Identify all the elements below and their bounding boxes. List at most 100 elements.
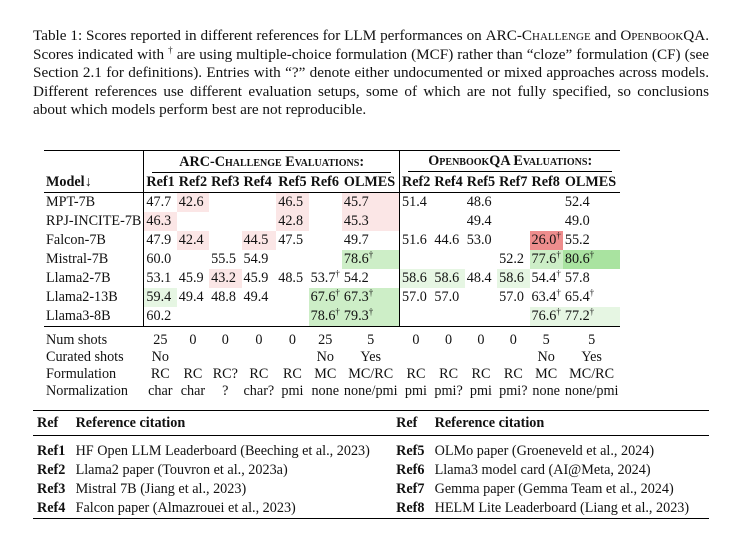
model-name: Mistral-7B [46, 251, 109, 267]
obqa-score-cell [432, 212, 464, 231]
score-value: 54.2 [343, 270, 369, 286]
score-value: 67.6 [310, 289, 336, 305]
arc-score-cell [177, 250, 209, 269]
ref-id: Ref8 [392, 499, 431, 519]
arc-setup-value: No [316, 349, 334, 365]
dagger-mark: † [556, 249, 561, 260]
arc-score-cell: 67.6† [308, 287, 342, 307]
dagger-mark: † [368, 306, 374, 317]
score-value: 48.4 [466, 270, 492, 286]
arc-header-ref3: Ref3 [211, 174, 240, 190]
setup-row: Formulation RC RC RC? RC RC MC MC/RC RC RC RC RC MC M… [44, 366, 620, 383]
arc-score-cell: 45.9 [177, 269, 209, 288]
arc-setup-value: 0 [221, 332, 229, 348]
caption-text-4: are using multiple-choice formulation (M… [33, 45, 710, 119]
obqa-header-ref2: Ref2 [399, 173, 433, 193]
obqa-score-cell [497, 231, 529, 250]
arc-setup-value: RC [150, 366, 170, 382]
score-value: 54.4 [531, 270, 557, 286]
obqa-setup-value: 0 [477, 332, 485, 348]
obqa-score-cell: 77.2† [562, 306, 621, 327]
model-row: Llama3-8B 60.2 78.6† 79.3† 76.6† 77.2† [44, 306, 621, 327]
score-value: 49.7 [343, 232, 369, 248]
model-row: RPJ-INCITE-7B 46.3 42.8 45.3 49.4 49.0 [44, 212, 620, 231]
score-value: 60.2 [146, 308, 172, 324]
obqa-header-ref5: Ref5 [466, 174, 496, 190]
arc-score-cell: 55.5 [209, 250, 241, 269]
arc-header-ref5: Ref5 [278, 174, 307, 190]
obqa-setup-value: RC [406, 366, 426, 382]
ref-citation: HF Open LLM Leaderboard (Beeching et al.… [75, 443, 370, 459]
obqa-setup-value: none [532, 383, 560, 399]
score-value: 79.3 [343, 308, 369, 324]
model-row: MPT-7B 47.7 42.6 46.5 45.7 51.4 48.6 52.4 [44, 192, 621, 212]
obqa-setup-value: Yes [581, 349, 602, 365]
arc-score-cell: 54.2 [342, 269, 400, 288]
reference-row: Ref2 Llama2 paper (Touvron et al., 2023a)… [33, 461, 709, 480]
arc-score-cell [276, 250, 308, 269]
dagger-mark: † [368, 249, 374, 260]
arc-score-cell: 47.5 [276, 231, 308, 250]
arc-score-cell: 45.9 [242, 269, 277, 288]
score-value: 60.0 [146, 251, 172, 267]
arc-score-cell [309, 231, 342, 250]
score-value: 46.5 [278, 194, 304, 210]
dagger-mark: † [556, 287, 561, 298]
score-value: 59.4 [146, 289, 172, 305]
arc-score-cell: 48.5 [276, 269, 308, 288]
arc-score-cell: 43.2 [209, 269, 242, 288]
arc-score-cell: 60.0 [143, 250, 177, 269]
arc-score-cell: 45.3 [341, 212, 400, 231]
arc-setup-value: ? [222, 383, 229, 399]
arc-group-title-text: ARC-Challenge Evaluations: [179, 154, 365, 170]
citation-header: Reference citation [71, 410, 393, 436]
arc-setup-value: RC? [212, 366, 238, 382]
obqa-score-cell: 48.6 [464, 192, 498, 212]
score-value: 52.2 [499, 251, 524, 267]
obqa-setup-value: MC [535, 366, 558, 382]
arc-setup-value: 0 [288, 332, 296, 348]
arc-score-cell: 78.6† [308, 307, 342, 327]
ref-id: Ref3 [37, 481, 66, 497]
ref-citation: Gemma paper (Gemma Team et al., 2024) [434, 481, 674, 497]
arc-score-cell [209, 212, 241, 231]
arc-setup-value: pmi [281, 383, 304, 399]
obqa-score-cell: 65.4† [563, 288, 621, 307]
obqa-score-cell: 63.4† [530, 288, 563, 307]
model-row: Llama2-13B 59.4 49.4 48.8 49.4 67.6† 67.3† 57.0… [44, 288, 620, 307]
arc-score-cell: 46.5 [276, 192, 309, 212]
score-value: 57.8 [564, 270, 590, 286]
score-value: 47.7 [146, 194, 172, 210]
obqa-score-cell: 54.4† [530, 269, 563, 288]
score-value: 42.6 [178, 194, 204, 210]
dagger-mark: † [335, 287, 340, 298]
obqa-score-cell: 51.6 [399, 231, 433, 250]
arc-score-cell: 53.7† [309, 269, 342, 288]
arc-setup-value: Yes [360, 349, 382, 365]
caption-text-3: . Scores indicated with [33, 27, 709, 63]
arc-setup-value: char [148, 383, 173, 399]
arc-score-cell: 46.3 [143, 212, 177, 231]
model-name: Falcon-7B [46, 232, 106, 248]
obqa-group-title: OpenbookQA Evaluations: [399, 150, 621, 173]
obqa-score-cell: 55.2 [563, 231, 621, 250]
reference-row: Ref3 Mistral 7B (Jiang et al., 2023) Ref7 G… [33, 480, 709, 499]
arc-score-cell: 47.7 [143, 192, 177, 212]
arc-setup-value: 5 [367, 332, 375, 348]
obqa-setup-value: No [537, 349, 555, 365]
ref-citation: HELM Lite Leaderboard (Liang et al., 202… [430, 499, 709, 519]
arc-score-cell [177, 212, 209, 231]
obqa-setup-value: 0 [509, 332, 517, 348]
obqa-setup-value [497, 349, 529, 366]
obqa-setup-value: MC/RC [569, 366, 615, 382]
obqa-score-cell: 53.0 [465, 231, 497, 250]
setup-row: Normalization char char? char? pmi none none/p… [44, 383, 620, 400]
caption-arc-name: ARC-Challenge [485, 27, 591, 44]
score-value: 63.4 [531, 289, 557, 305]
dagger-mark: † [589, 249, 595, 260]
score-value: 58.6 [499, 270, 524, 286]
arc-setup-value: char [180, 383, 206, 399]
dagger-mark: † [589, 306, 595, 317]
arc-score-cell [309, 250, 342, 269]
arc-setup-value [242, 349, 277, 366]
